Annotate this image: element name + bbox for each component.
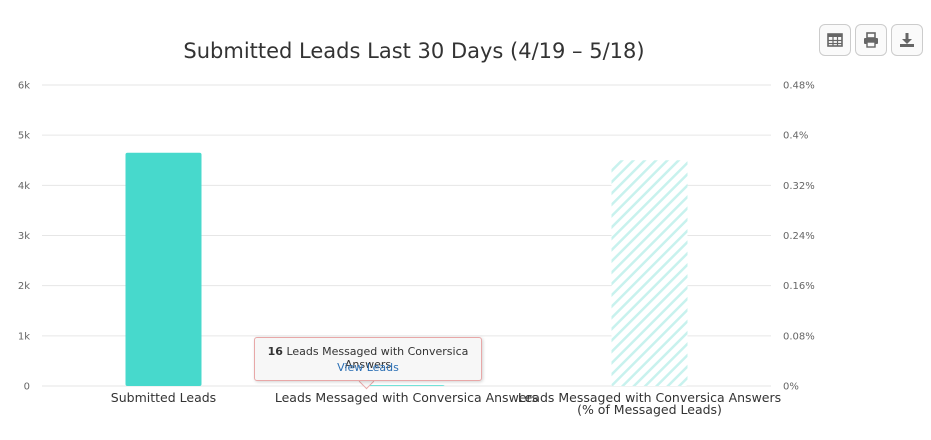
chart-title: Submitted Leads Last 30 Days (4/19 – 5/1… (183, 39, 644, 63)
bar-0 (125, 152, 202, 386)
download-icon (900, 33, 914, 47)
right-tick-label: 0.4% (783, 131, 808, 142)
right-tick-label: 0% (783, 382, 799, 393)
right-tick-label: 0.08% (783, 331, 815, 342)
left-axis-ticks: 0 1k 2k 3k 4k 5k 6k (18, 81, 30, 393)
left-tick-label: 6k (18, 81, 30, 92)
right-axis-ticks: 0% 0.08% 0.16% 0.24% 0.32% 0.4% 0.48% (783, 81, 815, 393)
tooltip-text: 16 Leads Messaged with Conversica Answer… (255, 345, 481, 371)
tooltip-count: 16 (267, 345, 283, 358)
category-label: Leads Messaged with Conversica Answers (518, 390, 781, 405)
tooltip: 16 Leads Messaged with Conversica Answer… (254, 337, 482, 381)
category-labels: Submitted Leads Leads Messaged with Conve… (111, 390, 781, 417)
table-icon (827, 33, 843, 47)
right-tick-label: 0.24% (783, 231, 815, 242)
right-tick-label: 0.48% (783, 81, 815, 92)
tooltip-label: Leads Messaged with Conversica Answers (286, 345, 469, 371)
bar-1 (368, 385, 445, 386)
left-tick-label: 2k (18, 281, 30, 292)
print-button[interactable] (855, 24, 887, 56)
bar-2 (611, 160, 688, 386)
right-tick-label: 0.16% (783, 281, 815, 292)
view-leads-link[interactable]: View Leads (337, 361, 399, 374)
print-icon (864, 32, 878, 48)
download-button[interactable] (891, 24, 923, 56)
table-view-button[interactable] (819, 24, 851, 56)
left-tick-label: 3k (18, 231, 30, 242)
category-label: (% of Messaged Leads) (577, 402, 722, 417)
bars (125, 152, 688, 386)
category-label: Leads Messaged with Conversica Answers (275, 390, 538, 405)
left-tick-label: 0 (24, 382, 30, 393)
left-tick-label: 5k (18, 131, 30, 142)
left-tick-label: 4k (18, 181, 30, 192)
left-tick-label: 1k (18, 331, 30, 342)
category-label: Submitted Leads (111, 390, 216, 405)
right-tick-label: 0.32% (783, 181, 815, 192)
